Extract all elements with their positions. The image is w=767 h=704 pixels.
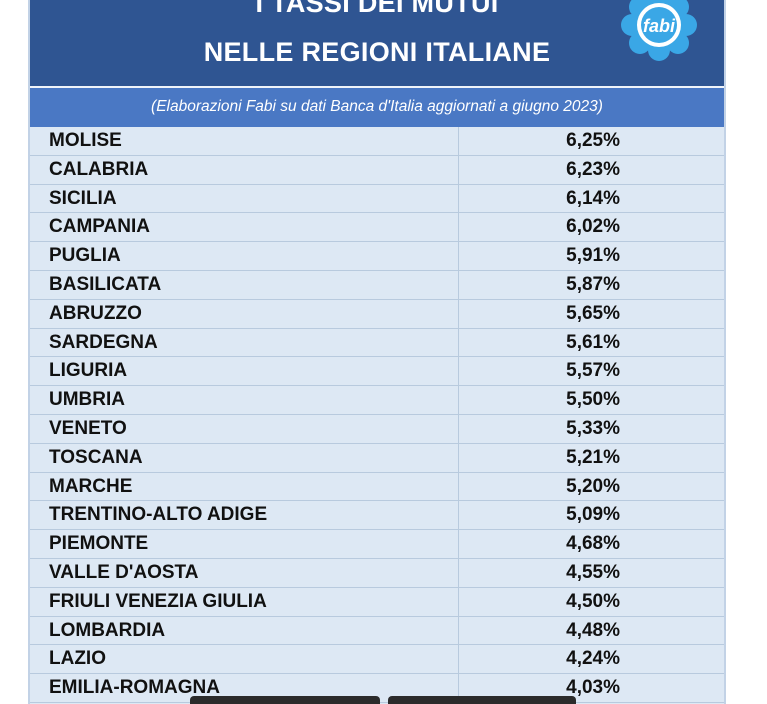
column-divider bbox=[458, 616, 459, 645]
table-row: LAZIO 4,24% bbox=[30, 645, 724, 675]
region-name: BASILICATA bbox=[49, 273, 162, 295]
table-row: PUGLIA 5,91% bbox=[30, 242, 724, 271]
column-divider bbox=[458, 270, 459, 299]
region-name: LOMBARDIA bbox=[49, 619, 166, 641]
column-divider bbox=[458, 558, 459, 587]
region-name: TOSCANA bbox=[49, 446, 143, 468]
table-row: VALLE D'AOSTA 4,55% bbox=[30, 558, 724, 588]
region-name: CAMPANIA bbox=[49, 216, 150, 238]
column-divider bbox=[458, 674, 459, 702]
table-row: SICILIA 6,14% bbox=[30, 184, 724, 214]
table-row: MARCHE 5,20% bbox=[30, 472, 724, 502]
column-divider bbox=[458, 299, 459, 328]
column-divider bbox=[458, 184, 459, 213]
region-name: VALLE D'AOSTA bbox=[49, 561, 199, 583]
region-name: VENETO bbox=[49, 417, 127, 439]
column-divider bbox=[458, 127, 459, 155]
logo-text: fabi bbox=[643, 16, 676, 36]
fabi-logo-icon: fabi bbox=[621, 0, 697, 61]
title-banner: I TASSI DEI MUTUI NELLE REGIONI ITALIANE… bbox=[30, 0, 724, 86]
table-row: LOMBARDIA 4,48% bbox=[30, 616, 724, 646]
column-divider bbox=[458, 213, 459, 242]
rate-value: 5,91% bbox=[566, 245, 620, 267]
table-row: SARDEGNA 5,61% bbox=[30, 328, 724, 358]
region-name: SICILIA bbox=[49, 187, 117, 209]
column-divider bbox=[458, 501, 459, 530]
region-name: PIEMONTE bbox=[49, 533, 149, 555]
table-row: CALABRIA 6,23% bbox=[30, 155, 724, 185]
page-title-line1: I TASSI DEI MUTUI bbox=[255, 0, 499, 18]
rate-value: 4,03% bbox=[566, 677, 620, 699]
region-name: TRENTINO-ALTO ADIGE bbox=[49, 504, 268, 526]
column-divider bbox=[458, 155, 459, 184]
rate-value: 4,24% bbox=[566, 648, 620, 670]
page-title-line2: NELLE REGIONI ITALIANE bbox=[203, 37, 551, 67]
column-divider bbox=[458, 357, 459, 386]
rate-table: MOLISE 6,25% CALABRIA 6,23% SICILIA 6,14% CAMP… bbox=[30, 127, 724, 703]
rate-value: 4,50% bbox=[566, 590, 620, 612]
rate-value: 5,65% bbox=[566, 302, 620, 324]
column-divider bbox=[458, 386, 459, 414]
table-row: LIGURIA 5,57% bbox=[30, 357, 724, 387]
rate-value: 6,02% bbox=[566, 216, 620, 238]
rate-value: 5,20% bbox=[566, 475, 620, 497]
region-name: LAZIO bbox=[49, 648, 106, 670]
region-name: SARDEGNA bbox=[49, 331, 158, 353]
column-divider bbox=[458, 530, 459, 558]
infographic-card: I TASSI DEI MUTUI NELLE REGIONI ITALIANE… bbox=[28, 0, 726, 704]
rate-value: 4,68% bbox=[566, 533, 620, 555]
rate-value: 5,33% bbox=[566, 417, 620, 439]
rate-value: 5,09% bbox=[566, 504, 620, 526]
region-name: MOLISE bbox=[49, 130, 122, 151]
rate-value: 5,57% bbox=[566, 360, 620, 382]
table-row: ABRUZZO 5,65% bbox=[30, 299, 724, 329]
rate-value: 4,55% bbox=[566, 561, 620, 583]
rate-value: 6,25% bbox=[566, 130, 620, 151]
table-row: CAMPANIA 6,02% bbox=[30, 213, 724, 243]
rate-value: 6,23% bbox=[566, 158, 620, 180]
table-row: MOLISE 6,25% bbox=[30, 127, 724, 156]
table-row: VENETO 5,33% bbox=[30, 414, 724, 444]
region-name: LIGURIA bbox=[49, 360, 128, 382]
rate-value: 5,87% bbox=[566, 273, 620, 295]
rate-value: 6,14% bbox=[566, 187, 620, 209]
table-row: FRIULI VENEZIA GIULIA 4,50% bbox=[30, 587, 724, 617]
column-divider bbox=[458, 587, 459, 616]
table-row: TOSCANA 5,21% bbox=[30, 443, 724, 473]
column-divider bbox=[458, 328, 459, 357]
column-divider bbox=[458, 242, 459, 270]
column-divider bbox=[458, 414, 459, 443]
bottom-bar-right[interactable] bbox=[388, 696, 576, 704]
source-subtitle: (Elaborazioni Fabi su dati Banca d'Itali… bbox=[30, 86, 724, 127]
table-row: UMBRIA 5,50% bbox=[30, 386, 724, 415]
column-divider bbox=[458, 472, 459, 501]
region-name: CALABRIA bbox=[49, 158, 149, 180]
region-name: ABRUZZO bbox=[49, 302, 142, 324]
rate-value: 5,21% bbox=[566, 446, 620, 468]
region-name: UMBRIA bbox=[49, 389, 125, 411]
column-divider bbox=[458, 443, 459, 472]
region-name: EMILIA-ROMAGNA bbox=[49, 677, 220, 699]
region-name: FRIULI VENEZIA GIULIA bbox=[49, 590, 267, 612]
region-name: MARCHE bbox=[49, 475, 133, 497]
table-row: BASILICATA 5,87% bbox=[30, 270, 724, 300]
table-row: PIEMONTE 4,68% bbox=[30, 530, 724, 559]
rate-value: 5,50% bbox=[566, 389, 620, 411]
bottom-bar-left[interactable] bbox=[190, 696, 380, 704]
logo-flower bbox=[621, 0, 697, 61]
column-divider bbox=[458, 645, 459, 674]
region-name: PUGLIA bbox=[49, 245, 121, 267]
rate-value: 4,48% bbox=[566, 619, 620, 641]
rate-value: 5,61% bbox=[566, 331, 620, 353]
table-row: TRENTINO-ALTO ADIGE 5,09% bbox=[30, 501, 724, 531]
